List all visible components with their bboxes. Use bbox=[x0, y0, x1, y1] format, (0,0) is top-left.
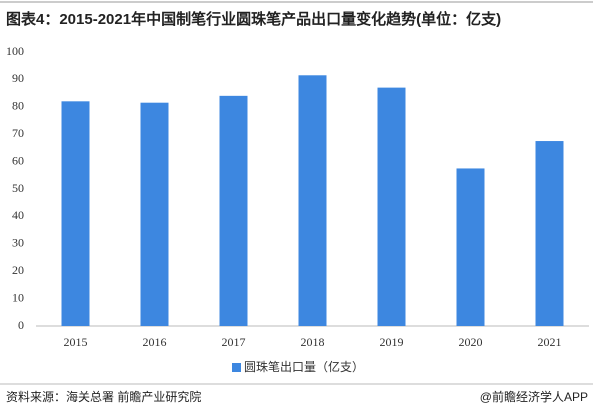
y-tick-label: 90 bbox=[12, 71, 24, 85]
y-tick-label: 0 bbox=[18, 318, 24, 332]
x-tick-label: 2019 bbox=[380, 335, 404, 349]
x-tick-label: 2017 bbox=[222, 335, 246, 349]
bar bbox=[535, 141, 564, 326]
y-tick-label: 50 bbox=[12, 181, 24, 195]
y-tick-label: 10 bbox=[12, 290, 24, 304]
bar bbox=[219, 95, 248, 326]
y-tick-label: 70 bbox=[12, 126, 24, 140]
y-tick-label: 100 bbox=[6, 44, 24, 58]
y-tick-label: 80 bbox=[12, 99, 24, 113]
y-tick-label: 20 bbox=[12, 263, 24, 277]
y-tick-label: 60 bbox=[12, 153, 24, 167]
chart-title: 图表4：2015-2021年中国制笔行业圆珠笔产品出口量变化趋势(单位：亿支) bbox=[6, 10, 501, 28]
source-note: 资料来源：海关总署 前瞻产业研究院 bbox=[6, 389, 201, 404]
x-tick-label: 2021 bbox=[538, 335, 562, 349]
x-tick-label: 2020 bbox=[459, 335, 483, 349]
bar bbox=[377, 87, 406, 327]
credit: @前瞻经济学人APP bbox=[480, 389, 588, 404]
x-tick-label: 2015 bbox=[64, 335, 88, 349]
bar bbox=[456, 168, 485, 326]
bar bbox=[140, 102, 169, 326]
x-tick-label: 2018 bbox=[301, 335, 325, 349]
legend-label: 圆珠笔出口量（亿支） bbox=[244, 359, 364, 374]
x-tick-label: 2016 bbox=[143, 335, 167, 349]
bar bbox=[61, 101, 90, 326]
y-tick-label: 30 bbox=[12, 236, 24, 250]
legend-swatch bbox=[232, 363, 241, 372]
bar bbox=[298, 75, 327, 326]
y-tick-label: 40 bbox=[12, 208, 24, 222]
